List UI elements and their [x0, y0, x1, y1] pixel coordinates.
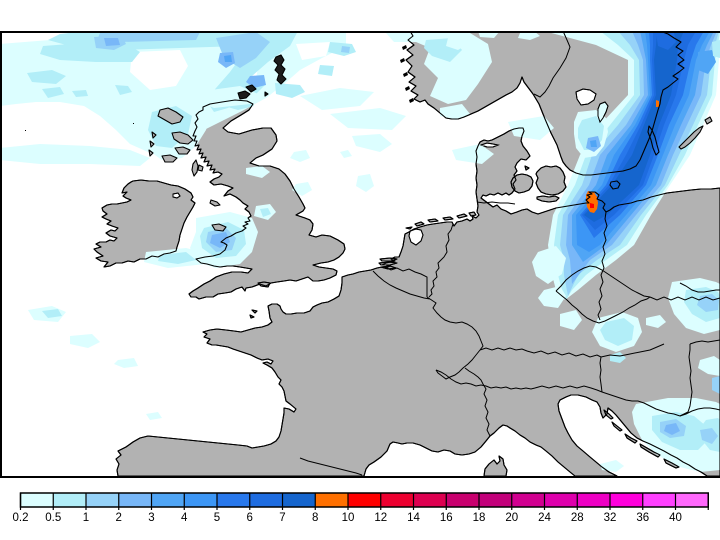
svg-text:20: 20 — [505, 512, 518, 524]
svg-text:0.5: 0.5 — [45, 512, 61, 524]
svg-text:7: 7 — [279, 512, 285, 524]
svg-text:2: 2 — [116, 512, 122, 524]
svg-text:8: 8 — [312, 512, 318, 524]
svg-text:40: 40 — [669, 512, 682, 524]
svg-text:10: 10 — [342, 512, 355, 524]
svg-text:12: 12 — [374, 512, 387, 524]
svg-text:32: 32 — [604, 512, 617, 524]
svg-text:16: 16 — [440, 512, 453, 524]
svg-text:36: 36 — [636, 512, 649, 524]
svg-text:0.2: 0.2 — [13, 512, 29, 524]
svg-text:5: 5 — [214, 512, 220, 524]
svg-text:28: 28 — [571, 512, 584, 524]
svg-text:24: 24 — [538, 512, 551, 524]
svg-text:3: 3 — [148, 512, 154, 524]
svg-text:14: 14 — [407, 512, 420, 524]
svg-text:6: 6 — [247, 512, 253, 524]
svg-text:18: 18 — [473, 512, 486, 524]
svg-text:4: 4 — [181, 512, 188, 524]
svg-text:1: 1 — [83, 512, 89, 524]
